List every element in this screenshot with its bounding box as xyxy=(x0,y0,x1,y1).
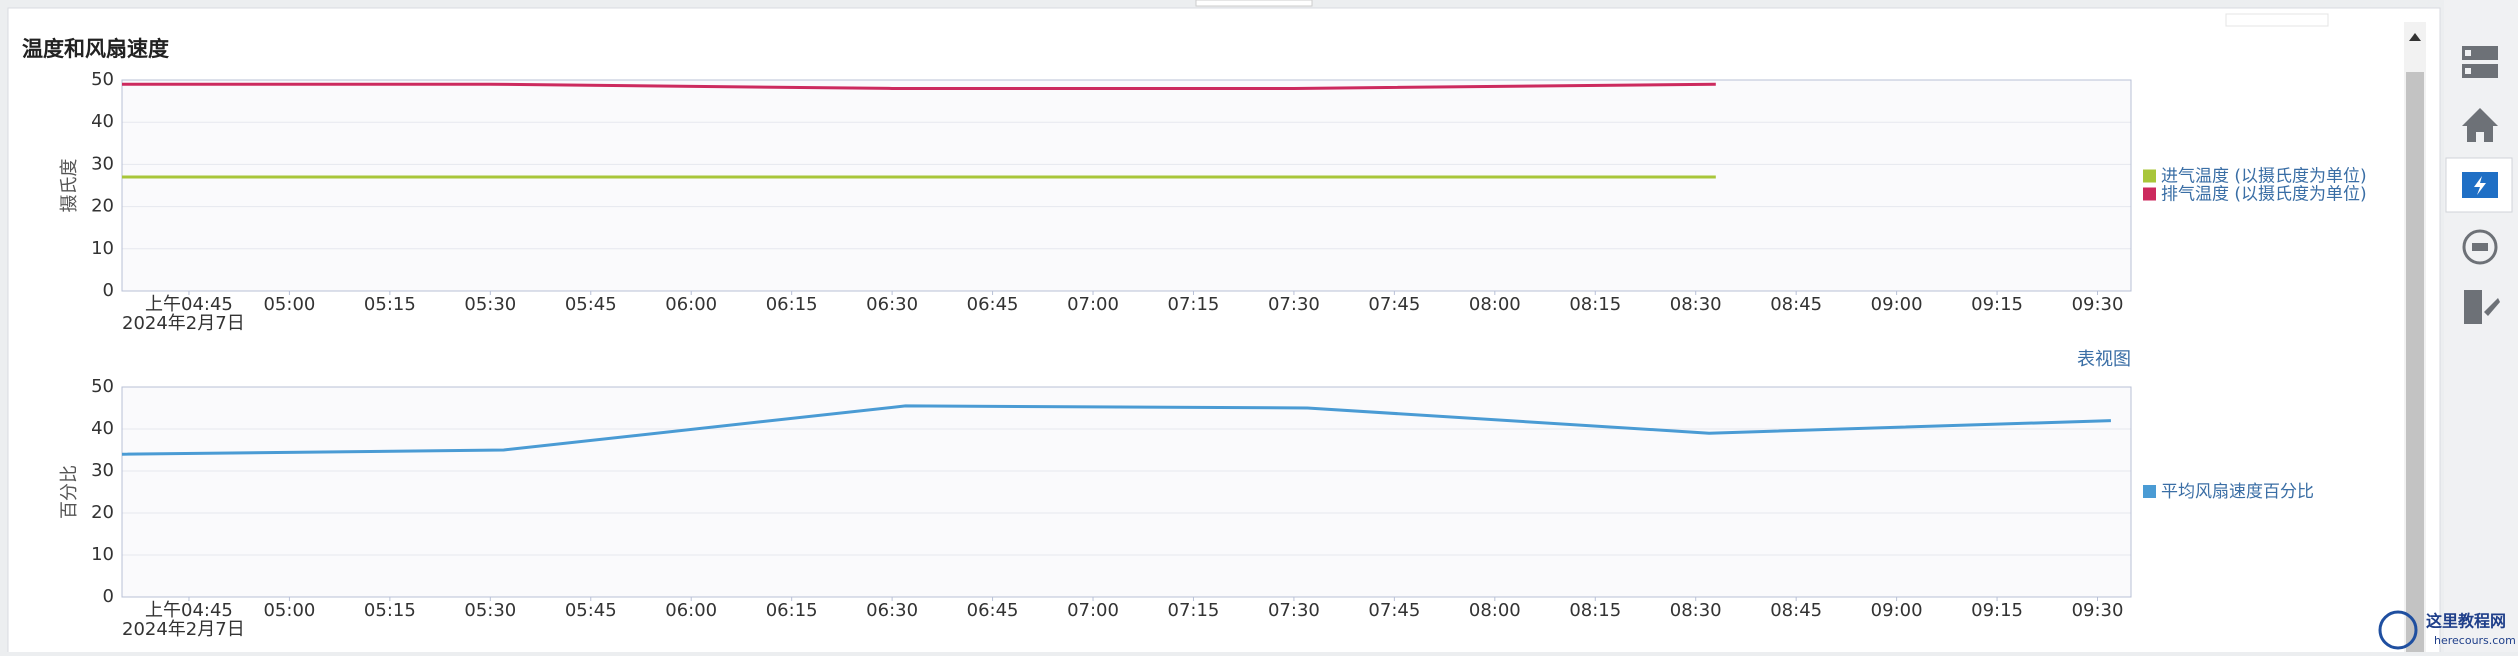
x-tick-label: 07:45 xyxy=(1368,600,1420,621)
y-tick-label: 0 xyxy=(103,280,114,301)
panel-title: 温度和风扇速度 xyxy=(22,37,169,61)
plot-border xyxy=(121,79,2132,292)
legend-label: 排气温度 (以摄氏度为单位) xyxy=(2161,185,2367,205)
y-tick-label: 30 xyxy=(91,460,114,481)
x-tick-label: 08:45 xyxy=(1770,294,1822,315)
server-icon[interactable] xyxy=(2462,46,2498,78)
x-tick-label: 07:30 xyxy=(1268,600,1320,621)
x-tick-label: 05:45 xyxy=(565,600,617,621)
x-tick-label: 07:30 xyxy=(1268,294,1320,315)
x-tick-label: 07:00 xyxy=(1067,600,1119,621)
x-tick-label: 05:30 xyxy=(464,600,516,621)
x-tick-label: 上午04:45 xyxy=(145,294,233,315)
legend-swatch xyxy=(2143,485,2156,498)
y-tick-label: 40 xyxy=(91,111,114,132)
tools-icon[interactable] xyxy=(2464,290,2500,324)
x-tick-label: 上午04:45 xyxy=(145,600,233,621)
y-tick-label: 30 xyxy=(91,153,114,174)
x-tick-label: 06:30 xyxy=(866,294,918,315)
x-tick-label: 06:45 xyxy=(967,600,1019,621)
x-tick-label: 05:45 xyxy=(565,294,617,315)
x-date-label: 2024年2月7日 xyxy=(122,313,245,334)
y-tick-label: 0 xyxy=(103,586,114,607)
x-tick-label: 08:45 xyxy=(1770,600,1822,621)
x-tick-label: 08:00 xyxy=(1469,294,1521,315)
x-tick-label: 09:15 xyxy=(1971,600,2023,621)
y-tick-label: 10 xyxy=(91,544,114,565)
x-tick-label: 06:00 xyxy=(665,600,717,621)
x-tick-label: 06:00 xyxy=(665,294,717,315)
plot-area xyxy=(122,387,2131,597)
y-axis-label: 摄氏度 xyxy=(59,159,80,213)
x-tick-label: 05:30 xyxy=(464,294,516,315)
x-tick-label: 06:15 xyxy=(766,600,818,621)
toolbar-box[interactable] xyxy=(2225,13,2329,27)
watermark-url: herecours.com xyxy=(2434,634,2516,647)
x-tick-label: 05:15 xyxy=(364,294,416,315)
network-icon[interactable] xyxy=(2462,229,2498,265)
x-tick-label: 05:15 xyxy=(364,600,416,621)
sidebar-icons xyxy=(2445,46,2513,324)
x-tick-label: 09:30 xyxy=(2072,294,2124,315)
x-tick-label: 07:00 xyxy=(1067,294,1119,315)
watermark-logo xyxy=(2378,610,2418,650)
watermark-name: 这里教程网 xyxy=(2426,612,2506,631)
y-tick-label: 50 xyxy=(91,376,114,397)
y-tick-label: 50 xyxy=(91,69,114,90)
x-tick-label: 09:00 xyxy=(1871,294,1923,315)
table-view-link[interactable]: 表视图 xyxy=(2077,349,2131,370)
sidebar xyxy=(2444,0,2518,652)
x-tick-label: 09:00 xyxy=(1871,600,1923,621)
x-tick-label: 05:00 xyxy=(263,294,315,315)
y-tick-label: 10 xyxy=(91,238,114,259)
x-tick-label: 07:15 xyxy=(1168,600,1220,621)
x-tick-label: 08:00 xyxy=(1469,600,1521,621)
x-tick-label: 06:45 xyxy=(967,294,1019,315)
scroll-up[interactable] xyxy=(2409,33,2421,41)
legend-swatch xyxy=(2143,187,2156,201)
legend-label: 进气温度 (以摄氏度为单位) xyxy=(2161,167,2367,187)
y-axis-label: 百分比 xyxy=(59,465,80,519)
y-tick-label: 20 xyxy=(91,502,114,523)
plot-area xyxy=(122,80,2131,291)
x-tick-label: 07:15 xyxy=(1168,294,1220,315)
x-tick-label: 06:30 xyxy=(866,600,918,621)
x-date-label: 2024年2月7日 xyxy=(122,619,245,640)
x-tick-label: 07:45 xyxy=(1368,294,1420,315)
legend-label: 平均风扇速度百分比 xyxy=(2161,482,2314,502)
y-tick-label: 40 xyxy=(91,418,114,439)
x-tick-label: 08:30 xyxy=(1670,600,1722,621)
x-tick-label: 08:15 xyxy=(1569,600,1621,621)
y-tick-label: 20 xyxy=(91,196,114,217)
legend-swatch xyxy=(2143,169,2156,183)
x-tick-label: 06:15 xyxy=(766,294,818,315)
home-icon[interactable] xyxy=(2462,108,2498,142)
x-tick-label: 08:15 xyxy=(1569,294,1621,315)
plot-border xyxy=(121,386,2132,598)
power-icon[interactable] xyxy=(2462,172,2498,198)
x-tick-label: 08:30 xyxy=(1670,294,1722,315)
top-tab[interactable] xyxy=(1195,0,1313,7)
x-tick-label: 09:15 xyxy=(1971,294,2023,315)
series-line xyxy=(121,404,2111,456)
x-tick-label: 05:00 xyxy=(263,600,315,621)
x-tick-label: 09:30 xyxy=(2072,600,2124,621)
series-line xyxy=(122,82,1716,90)
scrollbar-thumb[interactable] xyxy=(2406,72,2424,652)
